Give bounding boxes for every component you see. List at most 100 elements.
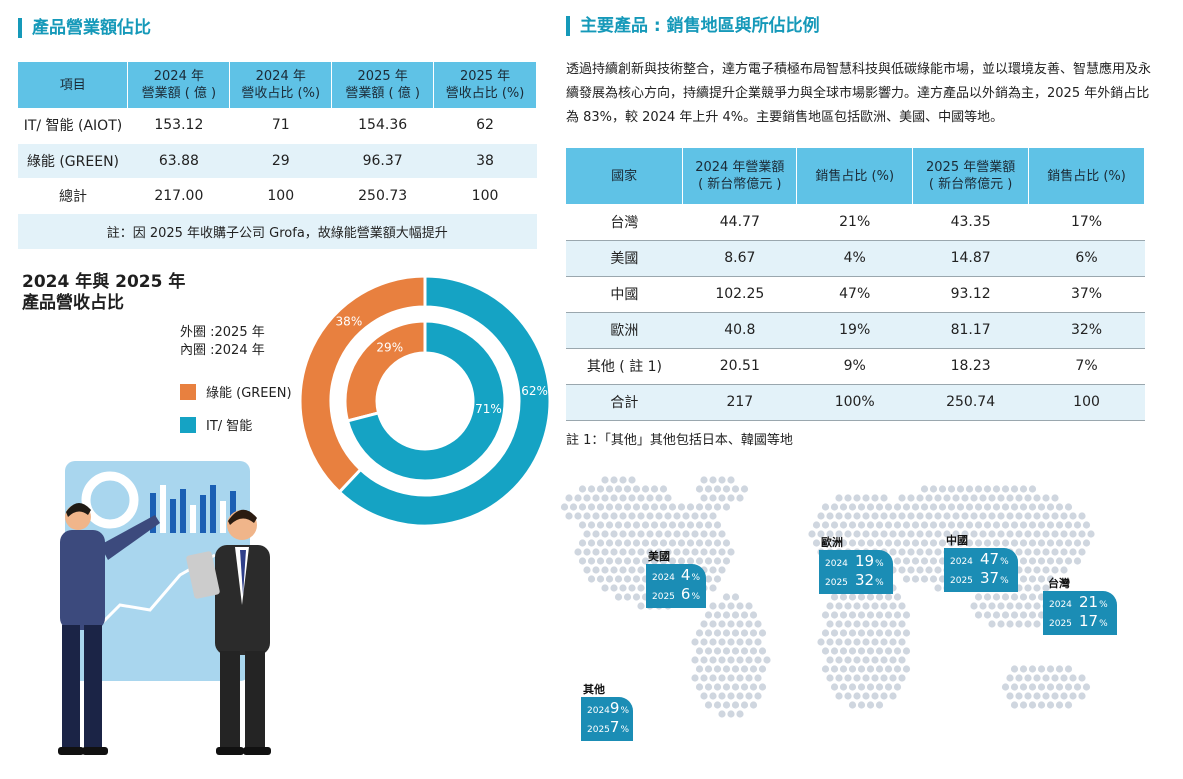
map-dot <box>709 512 717 520</box>
map-dot <box>983 521 992 529</box>
map-dot <box>875 593 884 601</box>
map-dot <box>844 512 852 520</box>
map-dot <box>853 512 861 520</box>
map-dot <box>610 548 618 556</box>
map-dot <box>1046 665 1055 673</box>
cell-value: 4% <box>796 240 913 277</box>
map-dot <box>929 557 938 565</box>
map-dot <box>884 629 893 637</box>
map-dot <box>925 512 933 520</box>
map-dot <box>722 683 731 691</box>
map-dot <box>695 539 704 547</box>
map-dot <box>596 503 605 511</box>
map-dot <box>704 539 713 547</box>
map-dot <box>902 503 911 511</box>
pct-symbol: % <box>1099 619 1108 629</box>
map-dot <box>574 494 582 502</box>
map-dot <box>614 521 623 529</box>
map-dot <box>745 692 753 700</box>
map-dot <box>740 629 749 637</box>
map-dot <box>893 521 902 529</box>
world-dot-map <box>560 476 1095 718</box>
map-dot <box>974 539 983 547</box>
cell-value: 81.17 <box>912 312 1029 349</box>
pct-symbol: % <box>691 573 700 583</box>
map-dot <box>979 512 987 520</box>
map-dot <box>916 494 924 502</box>
cell-value: 38 <box>433 143 537 179</box>
map-dot <box>740 665 749 673</box>
map-dot <box>929 485 938 493</box>
map-label-china: 中國 <box>946 534 968 547</box>
map-dot <box>974 593 983 601</box>
map-dot <box>880 656 888 664</box>
map-dot <box>619 530 627 538</box>
header-2025-revenue: 2025 年營業額 ( 億 ) <box>331 62 435 108</box>
cell-value: 9% <box>796 348 913 385</box>
map-dot <box>682 512 690 520</box>
map-dot <box>583 530 591 538</box>
map-dot <box>979 602 987 610</box>
cell-value: 21% <box>796 204 913 241</box>
map-dot <box>817 638 825 646</box>
map-dot <box>889 620 897 628</box>
map-dot <box>614 485 623 493</box>
map-dot <box>1033 530 1041 538</box>
map-dot <box>677 503 686 511</box>
cell-value: 43.35 <box>912 204 1029 241</box>
map-dot <box>628 530 636 538</box>
map-dot <box>668 557 677 565</box>
map-dot <box>718 692 726 700</box>
header-2024-revenue: 2024 年營業額( 新台幣億元 ) <box>682 148 798 204</box>
map-dot <box>902 521 911 529</box>
map-dot <box>830 521 839 529</box>
map-dot <box>898 674 906 682</box>
map-dot <box>632 593 641 601</box>
map-dot <box>1028 575 1037 583</box>
map-dot <box>848 647 857 655</box>
map-dot <box>898 602 906 610</box>
map-dot <box>596 485 605 493</box>
board-bars-icon <box>150 485 236 533</box>
map-dot <box>1024 602 1032 610</box>
map-dot <box>731 683 740 691</box>
map-dot <box>659 485 668 493</box>
map-dot <box>848 665 857 673</box>
map-dot <box>1028 701 1037 709</box>
map-dot <box>637 494 645 502</box>
map-dot <box>920 539 929 547</box>
map-dot <box>565 512 573 520</box>
donut-slice-outer-1 <box>337 276 550 526</box>
cell-value: 62 <box>433 108 537 144</box>
map-dot <box>898 530 906 538</box>
cell-country: 其他 ( 註 1) <box>566 348 683 385</box>
map-label-others: 其他 <box>583 683 605 696</box>
map-dot <box>934 566 942 574</box>
pct-symbol: % <box>1099 600 1108 610</box>
product-revenue-table: 項目 2024 年營業額 ( 億 ) 2024 年營收占比 (%) 2025 年… <box>18 62 537 250</box>
map-dot <box>1010 701 1019 709</box>
map-dot <box>578 557 587 565</box>
map-dot <box>664 512 672 520</box>
map-dot <box>853 638 861 646</box>
cell-value: 102.25 <box>682 276 797 313</box>
map-dot <box>578 503 587 511</box>
map-dot <box>1051 494 1059 502</box>
cell-country: 中國 <box>566 276 683 313</box>
year-label: 2025 <box>950 576 973 586</box>
map-dot <box>700 494 708 502</box>
map-dot <box>731 611 740 619</box>
map-dot <box>835 602 843 610</box>
map-dot <box>1055 683 1064 691</box>
map-dot <box>700 620 708 628</box>
map-dot <box>641 485 650 493</box>
map-dot <box>992 611 1001 619</box>
map-dot <box>664 530 672 538</box>
legend-item-green: 綠能 (GREEN) <box>180 382 292 401</box>
cell-value: 100% <box>796 384 913 421</box>
map-dot <box>952 530 960 538</box>
map-dot <box>866 503 875 511</box>
map-dot <box>578 521 587 529</box>
map-dot <box>1010 485 1019 493</box>
map-dot <box>623 521 632 529</box>
